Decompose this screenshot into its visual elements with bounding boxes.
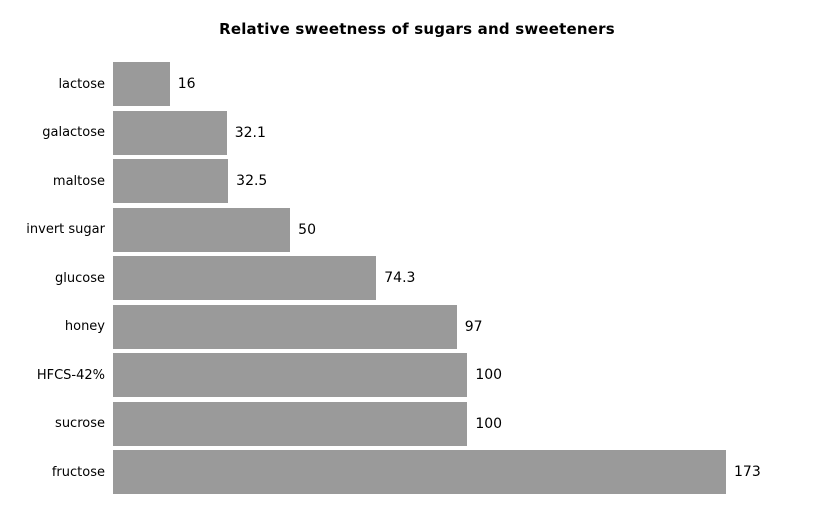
bar-area: 173 xyxy=(113,450,834,495)
bar xyxy=(113,256,377,301)
bar xyxy=(113,110,227,155)
bar-area: 32.5 xyxy=(113,159,834,204)
bar xyxy=(113,207,291,252)
category-label: honey xyxy=(64,319,105,335)
bar-area: 97 xyxy=(113,304,834,349)
bar-row: HFCS-42% 100 xyxy=(0,351,834,400)
category-label: galactose xyxy=(42,125,105,141)
value-label: 16 xyxy=(177,76,196,93)
chart-title: Relative sweetness of sugars and sweeten… xyxy=(219,20,615,38)
bar xyxy=(113,450,726,495)
category-label: fructose xyxy=(51,464,105,480)
bar xyxy=(113,401,468,446)
bar-row: honey 97 xyxy=(0,303,834,352)
value-label: 32.5 xyxy=(236,173,268,190)
bar-row: glucose 74.3 xyxy=(0,254,834,303)
value-label: 97 xyxy=(464,318,483,335)
bar-row: fructose 173 xyxy=(0,448,834,497)
category-label: HFCS-42% xyxy=(36,367,105,383)
bar-row: maltose 32.5 xyxy=(0,157,834,206)
category-label: lactose xyxy=(58,76,105,92)
bar-row: sucrose 100 xyxy=(0,400,834,449)
bar xyxy=(113,353,468,398)
bar-row: lactose 16 xyxy=(0,60,834,109)
bar-area: 100 xyxy=(113,353,834,398)
category-label: sucrose xyxy=(55,416,105,432)
bar xyxy=(113,304,457,349)
bar-area: 16 xyxy=(113,62,834,107)
value-label: 100 xyxy=(475,415,503,432)
category-label: maltose xyxy=(52,173,105,189)
value-label: 74.3 xyxy=(384,270,416,287)
bar-row: galactose 32.1 xyxy=(0,109,834,158)
bar-row: invert sugar 50 xyxy=(0,206,834,255)
value-label: 50 xyxy=(298,221,316,238)
category-label: invert sugar xyxy=(26,222,105,238)
value-label: 173 xyxy=(734,464,761,481)
bar xyxy=(113,159,229,204)
category-label: glucose xyxy=(55,270,105,286)
bar-area: 100 xyxy=(113,401,834,446)
bar-area: 74.3 xyxy=(113,256,834,301)
bar xyxy=(113,62,170,107)
bar-area: 50 xyxy=(113,207,834,252)
value-label: 32.1 xyxy=(234,124,266,141)
bar-area: 32.1 xyxy=(113,110,834,155)
bar-rows-container: lactose 16 galactose 32.1 maltose 32.5 invert … xyxy=(0,60,834,497)
value-label: 100 xyxy=(475,367,503,384)
